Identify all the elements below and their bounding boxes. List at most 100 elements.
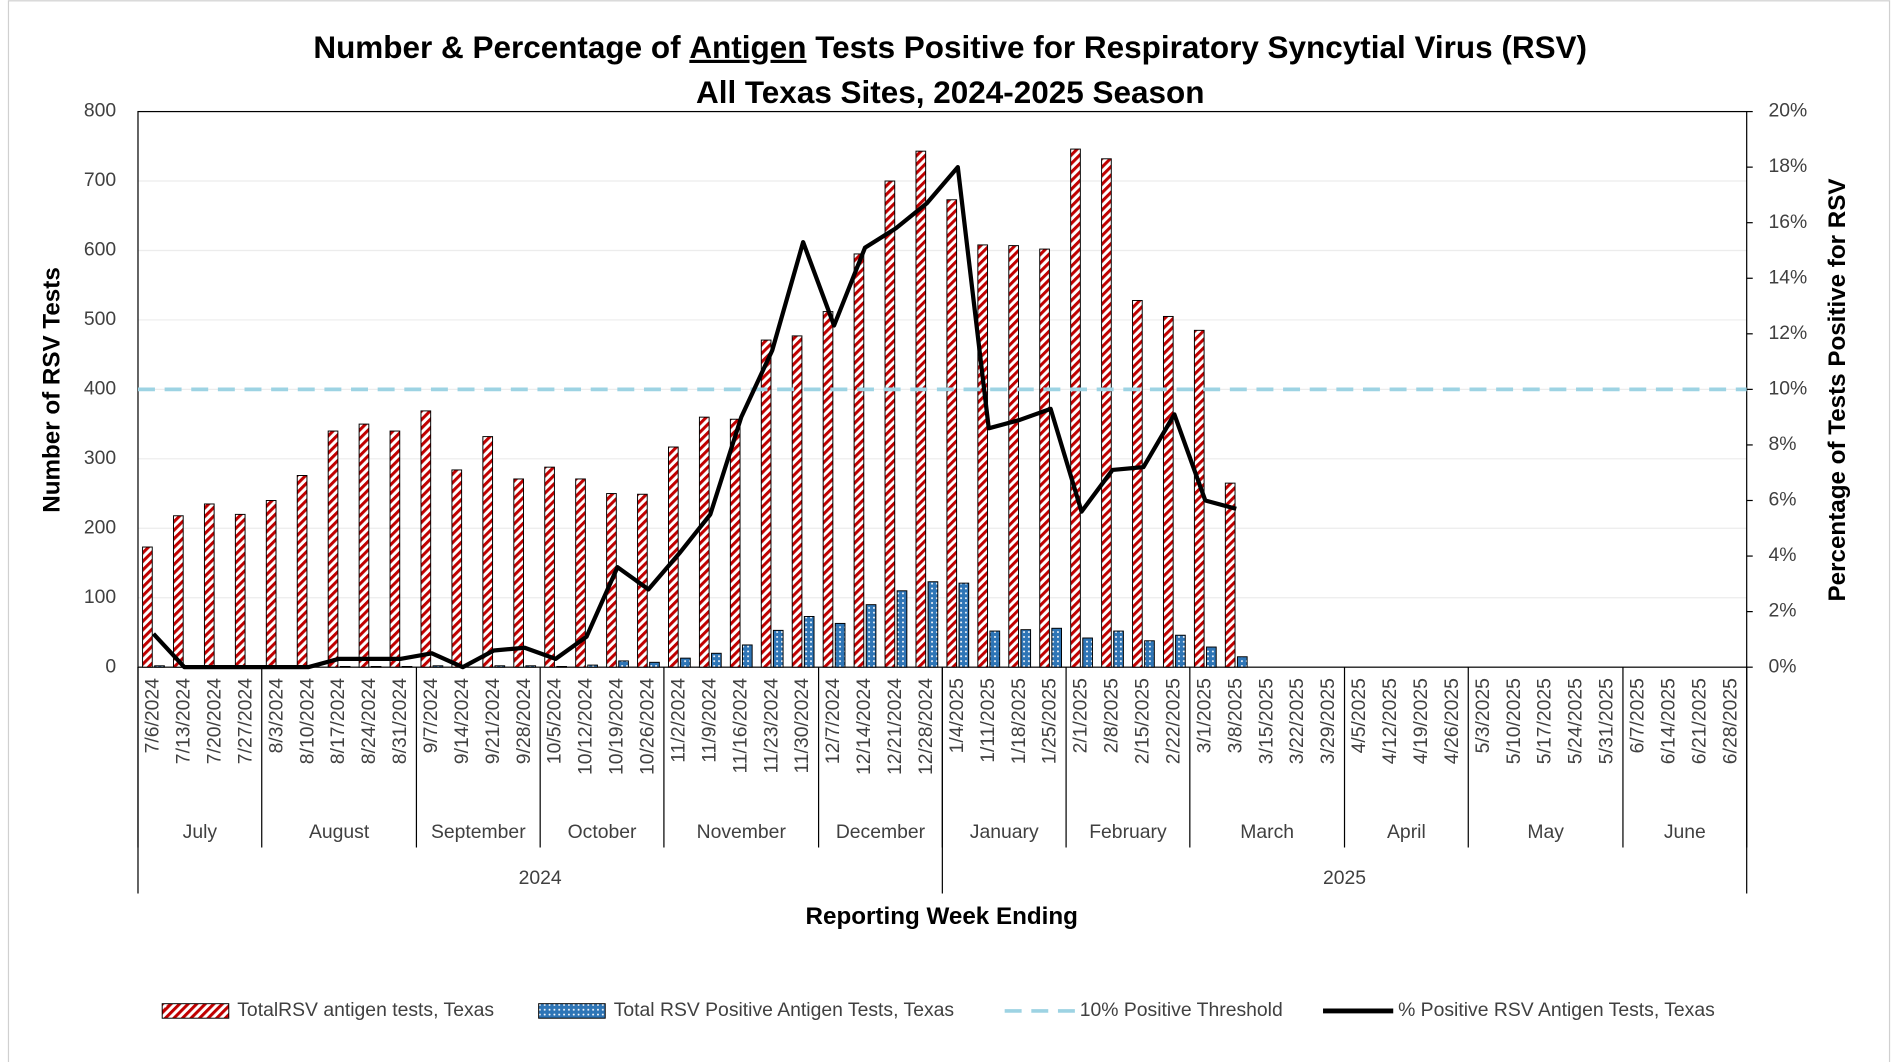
- months-label: May: [1527, 821, 1564, 843]
- bar: [618, 660, 629, 668]
- bar: [575, 478, 586, 668]
- bar: [1224, 482, 1236, 668]
- y-tick-label: 0: [105, 655, 116, 677]
- legend-label: TotalRSV antigen tests, Texas: [237, 999, 494, 1021]
- y-tick-label: 600: [84, 239, 117, 261]
- x-tick-label: 12/28/2024: [915, 678, 937, 775]
- bar: [834, 622, 846, 668]
- bar: [1162, 315, 1174, 668]
- x-tick-label: 11/16/2024: [729, 678, 751, 774]
- bar: [1236, 656, 1248, 668]
- x-tick-label: 5/10/2025: [1503, 678, 1525, 764]
- months-label: July: [183, 821, 218, 843]
- y2-tick-label: 6%: [1768, 489, 1796, 511]
- bar: [513, 478, 524, 668]
- months-label: November: [697, 821, 787, 843]
- title-part: Antigen: [689, 30, 806, 65]
- y2-tick-label: 0%: [1768, 655, 1796, 677]
- x-tick-label: 4/5/2025: [1348, 678, 1370, 753]
- x-tick-label: 6/7/2025: [1627, 678, 1649, 753]
- x-tick-label: 2/15/2025: [1132, 678, 1154, 764]
- legend-label: Total RSV Positive Antigen Tests, Texas: [614, 999, 954, 1021]
- bar: [915, 150, 927, 668]
- bar: [729, 418, 741, 668]
- bar: [884, 180, 896, 668]
- bar: [327, 430, 339, 668]
- x-tick-label: 6/14/2025: [1657, 678, 1679, 764]
- bar: [649, 661, 660, 668]
- x-tick-label: 1/25/2025: [1039, 678, 1061, 764]
- bar: [358, 423, 370, 668]
- bar: [1020, 629, 1032, 668]
- y2-axis-title: Percentage of Tests Positive for RSV: [1824, 178, 1851, 601]
- bar: [853, 253, 865, 668]
- x-tick-label: 5/31/2025: [1596, 678, 1618, 764]
- legend-swatch: [161, 1003, 230, 1019]
- x-tick-label: 9/14/2024: [451, 678, 473, 764]
- x-tick-label: 12/7/2024: [822, 678, 844, 764]
- legend-swatch: [538, 1003, 606, 1019]
- x-tick-label: 5/3/2025: [1472, 678, 1494, 753]
- x-tick-label: 7/27/2024: [234, 678, 256, 764]
- chart-title: Number & Percentage of Antigen Tests Pos…: [313, 30, 1587, 65]
- x-tick-label: 8/3/2024: [265, 678, 287, 754]
- y2-tick-label: 18%: [1768, 155, 1807, 177]
- y2-tick-label: 14%: [1768, 266, 1807, 288]
- x-tick-label: 2/8/2025: [1101, 678, 1123, 753]
- x-tick-label: 1/18/2025: [1008, 678, 1030, 764]
- y-tick-label: 400: [84, 377, 117, 399]
- y-tick-label: 800: [84, 100, 117, 122]
- x-tick-label: 1/4/2025: [946, 678, 968, 753]
- bar: [989, 630, 1001, 668]
- bar: [142, 546, 153, 668]
- legend-label: % Positive RSV Antigen Tests, Texas: [1398, 999, 1715, 1021]
- line: [151, 165, 1237, 670]
- y2-tick-label: 8%: [1768, 433, 1796, 455]
- x-tick-label: 4/19/2025: [1410, 678, 1432, 764]
- bar: [791, 335, 803, 668]
- bar: [154, 665, 165, 668]
- bar: [680, 657, 691, 668]
- x-tick-label: 4/12/2025: [1379, 678, 1401, 764]
- y-tick-label: 700: [84, 169, 117, 191]
- bar: [958, 582, 970, 668]
- bar: [525, 665, 537, 668]
- bar: [401, 665, 413, 668]
- bar: [451, 469, 463, 668]
- x-tick-label: 3/15/2025: [1255, 678, 1277, 764]
- y2-tick-label: 4%: [1768, 544, 1796, 566]
- x-axis-title: Reporting Week Ending: [806, 903, 1078, 930]
- bar: [865, 604, 877, 668]
- bar: [946, 199, 958, 668]
- bar: [1101, 158, 1112, 668]
- bar: [760, 339, 772, 668]
- years-label: 2024: [519, 867, 562, 889]
- x-tick-label: 2/22/2025: [1162, 678, 1184, 764]
- months-label: February: [1089, 821, 1167, 843]
- x-tick-label: 7/20/2024: [203, 678, 225, 764]
- bar: [1039, 248, 1050, 668]
- bar: [296, 475, 308, 668]
- bar: [587, 664, 598, 668]
- bar: [741, 644, 753, 668]
- x-tick-label: 3/22/2025: [1286, 678, 1308, 764]
- months-label: December: [836, 821, 926, 843]
- x-tick-label: 9/21/2024: [482, 678, 504, 764]
- x-tick-label: 7/6/2024: [142, 678, 164, 754]
- bar: [698, 416, 710, 668]
- months-label: October: [568, 821, 637, 843]
- bar: [265, 500, 277, 668]
- x-tick-label: 5/24/2025: [1565, 678, 1587, 764]
- bar: [1070, 148, 1081, 668]
- y-axis-title: Number of RSV Tests: [39, 267, 66, 513]
- title-part: Tests Positive for Respiratory Syncytial…: [806, 30, 1587, 65]
- bar: [711, 652, 722, 668]
- y2-tick-label: 10%: [1768, 377, 1807, 399]
- x-tick-label: 11/30/2024: [791, 678, 813, 774]
- x-tick-label: 11/2/2024: [667, 678, 689, 763]
- bar: [1082, 637, 1093, 668]
- x-tick-label: 10/26/2024: [637, 678, 659, 775]
- months-label: June: [1664, 821, 1706, 843]
- x-tick-label: 8/17/2024: [327, 678, 349, 764]
